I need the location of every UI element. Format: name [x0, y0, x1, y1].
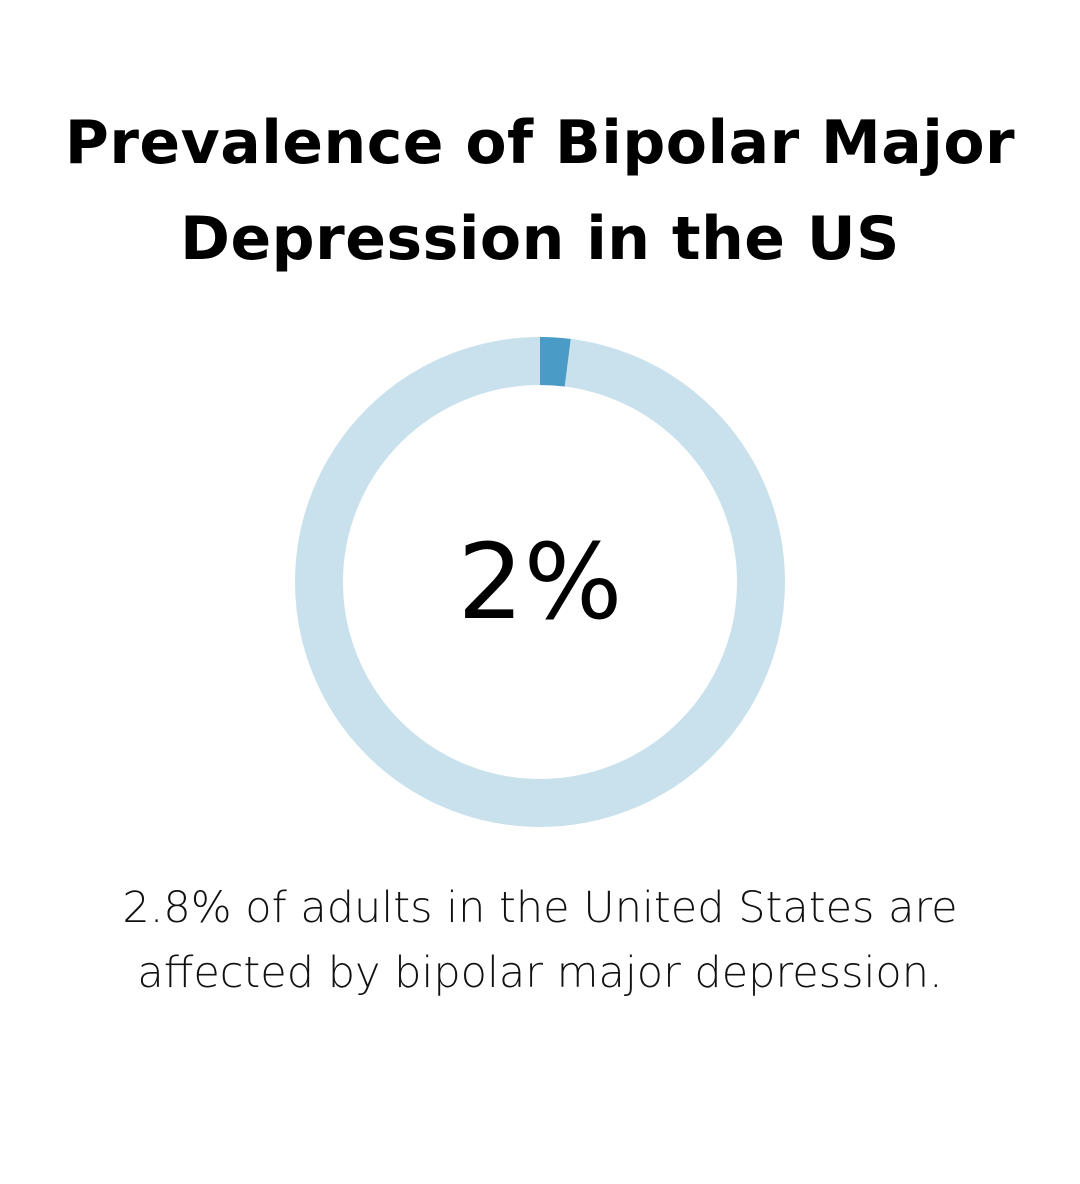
chart-caption-line-2: affected by bipolar major depression. — [137, 948, 943, 998]
chart-caption: 2.8% of adults in the United States are … — [0, 876, 1080, 1006]
donut-chart: 2% — [295, 337, 785, 827]
chart-title-line-1: Prevalence of Bipolar Major — [64, 108, 1016, 178]
chart-caption-line-1: 2.8% of adults in the United States are — [122, 883, 958, 933]
chart-title: Prevalence of Bipolar Major Depression i… — [0, 95, 1080, 287]
chart-title-line-2: Depression in the US — [180, 204, 900, 274]
donut-value-slice — [539, 337, 571, 387]
donut-center-label: 2% — [458, 521, 623, 643]
